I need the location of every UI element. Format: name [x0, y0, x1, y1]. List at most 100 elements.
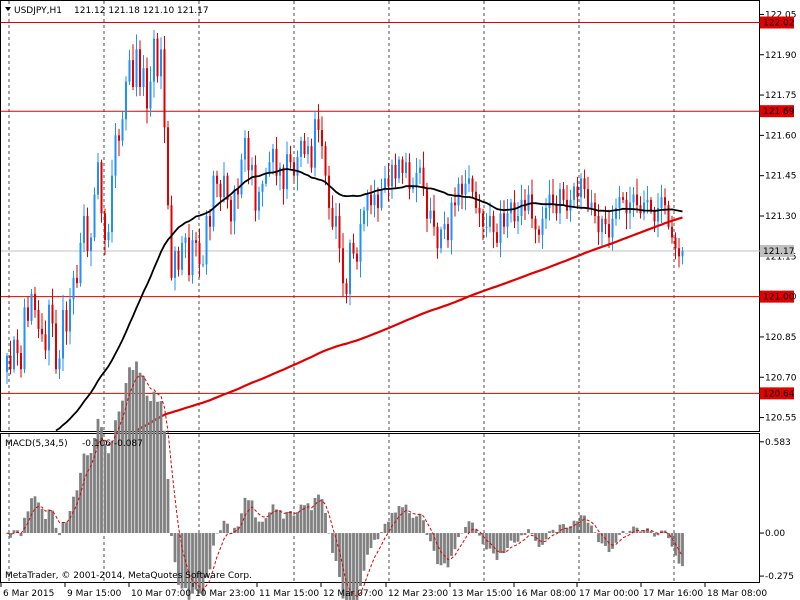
macd-bar — [201, 533, 205, 595]
candle-body — [188, 237, 190, 276]
macd-bar — [303, 505, 306, 534]
candle-body — [671, 226, 673, 238]
macd-bar — [226, 523, 229, 534]
macd-bar — [271, 504, 275, 534]
candle-body — [674, 237, 677, 249]
macd-bar — [387, 521, 390, 534]
candle-body — [387, 178, 390, 187]
macd-bar — [660, 530, 663, 534]
candle-body — [576, 186, 579, 198]
candle-body — [335, 216, 337, 227]
macd-bar — [467, 521, 471, 534]
macd-bar — [369, 533, 373, 549]
macd-bar — [593, 532, 597, 534]
macd-bar — [212, 533, 215, 546]
candle-body — [611, 218, 614, 238]
candle-body — [230, 199, 232, 222]
macd-bar — [492, 533, 495, 554]
macd-bar — [464, 526, 467, 534]
macd-bar — [667, 533, 670, 539]
candle-body — [37, 310, 40, 329]
candle-body — [373, 194, 376, 206]
macd-bar — [9, 533, 12, 538]
macd-bar — [611, 533, 614, 549]
candle-body — [426, 189, 428, 219]
macd-bar — [443, 533, 446, 564]
candle-body — [314, 119, 316, 168]
macd-bar — [348, 533, 352, 600]
candle-body — [366, 194, 369, 211]
candle-body — [580, 178, 582, 198]
macd-bar — [299, 504, 303, 534]
copyright-text: MetaTrader, © 2001-2014, MetaQuotes Soft… — [5, 571, 252, 581]
price-tick-label: 120.70 — [765, 373, 797, 383]
macd-bar — [485, 533, 488, 550]
macd-bar — [75, 490, 79, 534]
candle-body — [233, 189, 236, 222]
candle-body — [156, 38, 159, 77]
macd-bar — [376, 533, 380, 540]
macd-bar — [418, 513, 422, 534]
price-axis: 122.05 121.90 121.75 121.60 121.45 121.30 121.… — [760, 10, 797, 424]
macd-bar — [264, 518, 268, 534]
macd-bar — [317, 494, 320, 534]
macd-bar — [166, 478, 170, 534]
candle-body — [212, 175, 215, 227]
candle-body — [461, 183, 463, 195]
macd-bar — [268, 512, 271, 534]
macd-bar — [156, 401, 159, 534]
macd-bar — [236, 526, 240, 534]
candle-body — [83, 216, 85, 243]
macd-bar — [89, 453, 93, 534]
macd-bar — [583, 515, 586, 534]
candle-body — [275, 148, 278, 176]
macd-bar — [471, 522, 474, 534]
candle-body — [345, 283, 348, 294]
candle-body — [258, 191, 260, 211]
macd-bar — [544, 533, 548, 540]
time-label: 11 Mar 15:00 — [259, 589, 319, 599]
candle-body — [377, 194, 379, 208]
macd-bar — [618, 533, 621, 535]
macd-bar — [541, 533, 544, 545]
candles — [6, 29, 684, 384]
price-tick-label: 121.30 — [765, 212, 797, 222]
candle-body — [587, 189, 589, 208]
chevron-down-icon[interactable] — [5, 7, 11, 11]
candle-body — [531, 194, 533, 219]
macd-bar — [429, 533, 432, 542]
macd-bar — [65, 522, 68, 534]
macd-bar — [565, 527, 569, 534]
macd-bar — [124, 383, 128, 534]
candle-body — [629, 202, 631, 214]
macd-bar — [446, 533, 450, 568]
macd-bar — [579, 515, 583, 534]
macd-bar — [44, 518, 47, 534]
macd-bar — [586, 522, 590, 534]
macd-bar — [506, 533, 509, 548]
macd-bar — [152, 391, 156, 534]
candle-body — [177, 250, 180, 270]
macd-bar — [457, 533, 460, 538]
candle-body — [342, 248, 344, 284]
candle-body — [41, 328, 43, 335]
macd-bar — [625, 533, 628, 534]
candle-body — [125, 81, 127, 120]
macd-bar — [16, 530, 19, 534]
price-tick-label: 121.75 — [765, 91, 797, 101]
candle-body — [167, 127, 169, 206]
macd-bar — [509, 533, 513, 541]
candle-body — [205, 216, 208, 265]
candle-body — [583, 178, 586, 190]
time-label: 12 Mar 07:00 — [323, 589, 383, 599]
macd-bar — [145, 395, 149, 534]
candle-body — [223, 175, 225, 198]
candle-body — [548, 194, 551, 208]
macd-tick-label: 0.583 — [765, 438, 791, 448]
candle-body — [90, 237, 92, 251]
macd-bar — [86, 455, 89, 534]
macd-bar — [110, 440, 114, 534]
ma-slow-line — [135, 216, 683, 432]
candle-body — [681, 250, 684, 257]
